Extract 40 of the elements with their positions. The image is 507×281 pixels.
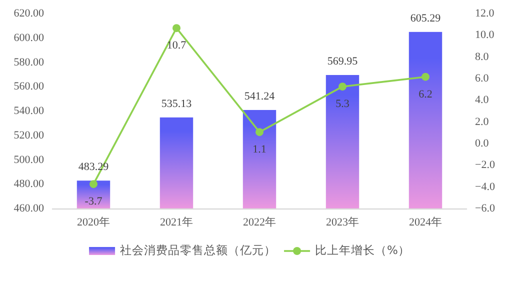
x-tick-label: 2020年 bbox=[77, 216, 110, 229]
y-tick-label: 580.00 bbox=[14, 56, 44, 68]
y-tick-label: 480.00 bbox=[14, 178, 44, 190]
x-tick-label: 2022年 bbox=[243, 216, 276, 229]
data-label: -3.7 bbox=[84, 196, 103, 208]
y-tick-label: 600.00 bbox=[14, 32, 44, 44]
data-label: 6.2 bbox=[418, 88, 432, 100]
y-tick-label: 540.00 bbox=[14, 105, 44, 118]
point bbox=[338, 82, 346, 91]
point bbox=[422, 72, 430, 81]
y2-tick-label: 10.0 bbox=[475, 29, 495, 42]
y-tick-label: 500.00 bbox=[14, 154, 44, 166]
data-label: 541.24 bbox=[244, 90, 276, 103]
y2-tick-label: −4.0 bbox=[475, 180, 496, 193]
y-tick-label: 620.00 bbox=[14, 8, 44, 20]
y-tick-label: 560.00 bbox=[14, 80, 44, 93]
y-tick-label: 520.00 bbox=[14, 129, 44, 142]
y2-tick-label: 2.0 bbox=[475, 116, 490, 128]
data-label: 605.29 bbox=[410, 12, 442, 24]
y2-tick-label: −6.0 bbox=[475, 202, 496, 215]
y2-tick-label: 12.0 bbox=[475, 8, 495, 20]
point bbox=[256, 128, 264, 136]
legend-label: 比上年增长（%） bbox=[315, 243, 410, 258]
data-label: 569.95 bbox=[327, 56, 358, 68]
y2-tick-label: 0.0 bbox=[475, 138, 490, 150]
y2-tick-label: 4.0 bbox=[475, 94, 490, 106]
point bbox=[90, 180, 98, 188]
y-tick-label: 460.00 bbox=[14, 202, 44, 215]
y2-tick-label: −2.0 bbox=[475, 159, 496, 172]
legend-label: 社会消费品零售总额（亿元） bbox=[120, 243, 276, 258]
y2-tick-label: 6.0 bbox=[475, 72, 490, 85]
data-label: 10.7 bbox=[166, 40, 187, 52]
data-label: 535.13 bbox=[161, 98, 192, 110]
x-tick-label: 2021年 bbox=[160, 216, 193, 229]
y2-tick-label: 8.0 bbox=[475, 50, 490, 63]
data-label: 1.1 bbox=[252, 144, 266, 156]
point bbox=[172, 24, 180, 32]
x-tick-label: 2023年 bbox=[326, 216, 359, 229]
data-label: 5.3 bbox=[336, 98, 350, 110]
x-tick-label: 2024年 bbox=[409, 216, 442, 229]
